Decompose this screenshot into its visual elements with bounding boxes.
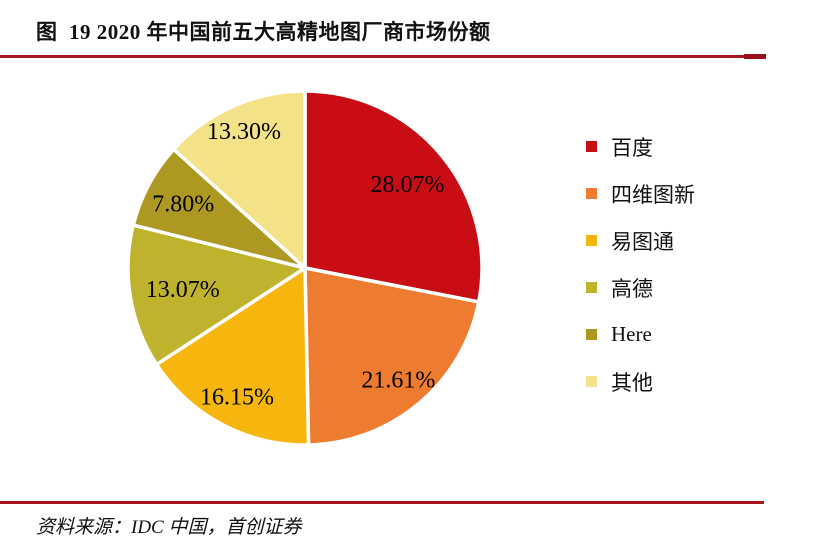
pie-slice-0 — [303, 89, 484, 304]
legend-swatch-icon — [586, 141, 597, 152]
legend-item-4: Here — [586, 322, 695, 347]
legend-label: 四维图新 — [611, 182, 695, 207]
chart-legend: 百度四维图新易图通高德 Here 其他 — [586, 134, 695, 395]
legend-swatch-icon — [586, 235, 597, 246]
legend-item-1: 四维图新 — [586, 181, 695, 207]
legend-item-5: 其他 — [586, 369, 695, 395]
pie-slice-2 — [154, 266, 311, 447]
pie-slice-label-0: 28.07% — [371, 172, 445, 198]
pie-slice-label-1: 21.61% — [361, 368, 435, 394]
pie-slice-label-4: 7.80% — [152, 191, 214, 217]
legend-swatch-icon — [586, 282, 597, 293]
pie-slice-5 — [171, 89, 307, 270]
legend-label: 百度 — [611, 135, 653, 160]
pie-slice-label-2: 16.15% — [200, 385, 274, 411]
legend-label: 高德 — [611, 276, 653, 301]
source-note: 资料来源：IDC 中国，首创证券 — [36, 517, 302, 538]
legend-swatch-icon — [586, 188, 597, 199]
title-underline-endcap — [744, 54, 766, 59]
legend-label: 易图通 — [611, 229, 674, 254]
pie-slice-label-5: 13.30% — [207, 119, 281, 145]
pie-slice-3 — [126, 223, 307, 367]
pie-slice-label-3: 13.07% — [146, 277, 220, 303]
legend-item-3: 高德 — [586, 275, 695, 301]
title-underline — [0, 55, 766, 58]
legend-swatch-icon — [586, 329, 597, 340]
legend-label: 其他 — [611, 370, 653, 395]
footer-rule — [0, 501, 764, 504]
legend-item-0: 百度 — [586, 134, 695, 160]
legend-label: Here — [611, 322, 652, 346]
figure-title: 图 19 2020 年中国前五大高精地图厂商市场份额 — [36, 20, 491, 44]
legend-item-2: 易图通 — [586, 228, 695, 254]
pie-slice-1 — [303, 266, 481, 447]
legend-swatch-icon — [586, 376, 597, 387]
